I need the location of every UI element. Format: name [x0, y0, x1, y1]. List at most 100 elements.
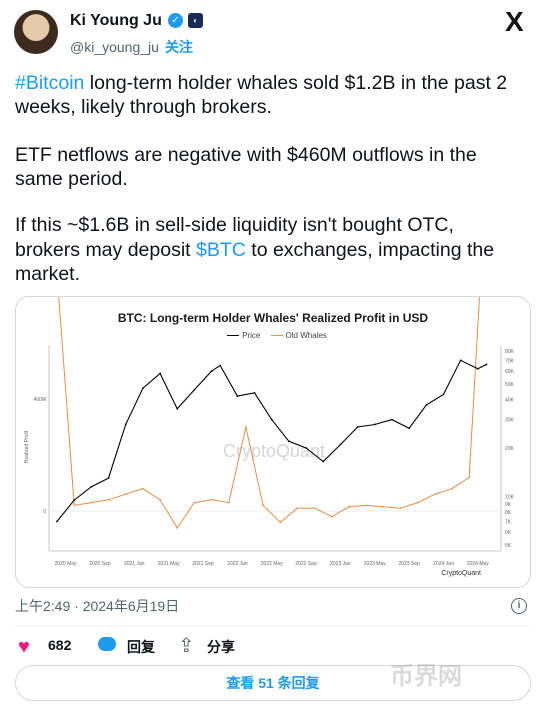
x-tick-label: 2021 Jan [124, 561, 145, 567]
old-whales-point [262, 504, 265, 507]
price-point [176, 407, 179, 410]
chart-image-card[interactable]: BTC: Long-term Holder Whales' Realized P… [15, 296, 531, 588]
price-point [193, 388, 196, 391]
old-whales-point [451, 487, 453, 490]
price-point [373, 423, 376, 426]
legend-whales-swatch [270, 335, 283, 337]
y-right-tick-label: 30K [505, 418, 515, 424]
old-whales-point [159, 498, 161, 501]
old-whales-point [107, 498, 110, 501]
divider [15, 626, 529, 627]
timestamp[interactable]: 上午2:49 · 2024年6月19日 [15, 598, 180, 614]
brand-label: CryptoQuant [441, 570, 481, 577]
old-whales-point [348, 505, 350, 508]
price-point [159, 372, 161, 375]
verified-icon: ✓ [168, 13, 183, 28]
y-left-tick-label: 0 [43, 509, 46, 515]
cashtag-btc[interactable]: $BTC [196, 239, 246, 261]
x-tick-label: 2024 May [467, 561, 489, 567]
share-button[interactable]: 分享 [207, 639, 235, 655]
y-right-tick-label: 50K [505, 382, 515, 388]
handle-text[interactable]: @ki_young_ju [70, 39, 159, 55]
price-point [253, 391, 256, 394]
hashtag-bitcoin[interactable]: #Bitcoin [15, 72, 85, 94]
price-point [425, 404, 428, 406]
y-right-tick-label: 7K [505, 519, 512, 525]
y-right-tick-label: 80K [505, 349, 515, 355]
info-icon[interactable]: i [511, 598, 527, 614]
old-whales-point [90, 501, 93, 504]
x-tick-label: 2022 Sep [295, 561, 317, 567]
x-tick-label: 2024 Jan [433, 561, 454, 567]
x-tick-label: 2023 May [364, 561, 386, 567]
y-right-tick-label: 8K [505, 510, 512, 516]
x-tick-label: 2022 Jan [227, 561, 248, 567]
author-name[interactable]: Ki Young Ju [70, 12, 162, 29]
old-whales-point [468, 476, 471, 479]
price-point [287, 440, 290, 443]
heart-icon[interactable]: ♥ [18, 636, 30, 658]
price-point [210, 370, 213, 373]
affiliate-badge-icon: ◐ [188, 13, 203, 28]
reply-icon[interactable] [98, 637, 116, 651]
price-point [90, 485, 93, 488]
price-point [391, 418, 393, 421]
price-point [141, 387, 144, 390]
price-point [270, 418, 273, 421]
x-tick-label: 2021 Sep [192, 561, 214, 567]
share-icon[interactable]: ⇪ [178, 635, 195, 657]
old-whales-point [365, 504, 368, 507]
price-point [442, 393, 445, 396]
avatar[interactable] [14, 10, 58, 54]
author-handle[interactable]: @ki_young_ju 关注 [70, 37, 193, 57]
tweet-line-3: ETF netflows are negative with $460M out… [15, 144, 477, 166]
old-whales-point [141, 487, 144, 490]
chart-title: BTC: Long-term Holder Whales' Realized P… [117, 311, 429, 325]
price-point [408, 427, 411, 430]
legend-price-swatch [227, 335, 240, 337]
follow-button[interactable]: 关注 [164, 39, 193, 55]
old-whales-point [176, 526, 179, 529]
tweet-line-2: weeks, likely through brokers. [15, 96, 272, 118]
read-replies-button[interactable]: 查看 51 条回复 [15, 665, 531, 701]
y-right-tick-label: 20K [505, 446, 515, 452]
y-right-tick-label: 9K [505, 502, 512, 508]
legend-whales: Old Whales [285, 331, 327, 340]
price-point [322, 460, 325, 463]
x-tick-label: 2021 May [158, 561, 180, 567]
y-right-tick-label: 5K [505, 543, 512, 549]
old-whales-point [330, 515, 333, 518]
price-point [219, 364, 222, 367]
old-whales-point [73, 504, 76, 507]
price-point [56, 520, 58, 523]
tweet-text: long-term holder whales sold $1.2B in th… [84, 72, 508, 94]
old-whales-point [279, 521, 282, 524]
tweet-line-7: market. [15, 263, 81, 285]
price-point [107, 477, 110, 480]
tweet-text: brokers may deposit [15, 239, 196, 261]
old-whales-point [227, 501, 230, 504]
old-whales-line [58, 297, 480, 529]
y-left-tick-label: 400M [33, 397, 46, 403]
old-whales-point [193, 501, 196, 504]
price-point [236, 395, 239, 397]
price-point [476, 367, 479, 370]
x-tick-label: 2023 Sep [398, 561, 420, 567]
x-logo-icon[interactable]: X [505, 6, 524, 37]
price-point [356, 426, 359, 428]
y-right-tick-label: 10K [505, 495, 515, 501]
old-whales-point [416, 501, 419, 504]
like-count[interactable]: 682 [48, 637, 72, 653]
price-point [124, 423, 127, 426]
old-whales-point [399, 507, 402, 510]
reply-button[interactable]: 回复 [127, 639, 155, 655]
x-tick-label: 2020 Sep [89, 561, 111, 567]
price-point [339, 443, 342, 446]
site-watermark: 币界网 [390, 663, 462, 690]
old-whales-point [245, 426, 247, 428]
tweet-line-5: If this ~$1.6B in sell-side liquidity is… [15, 214, 454, 236]
y-right-tick-label: 40K [505, 398, 515, 404]
y-right-tick-label: 6K [505, 530, 512, 536]
old-whales-point [296, 507, 299, 510]
tweet-line-6: brokers may deposit $BTC to exchanges, i… [15, 237, 494, 263]
